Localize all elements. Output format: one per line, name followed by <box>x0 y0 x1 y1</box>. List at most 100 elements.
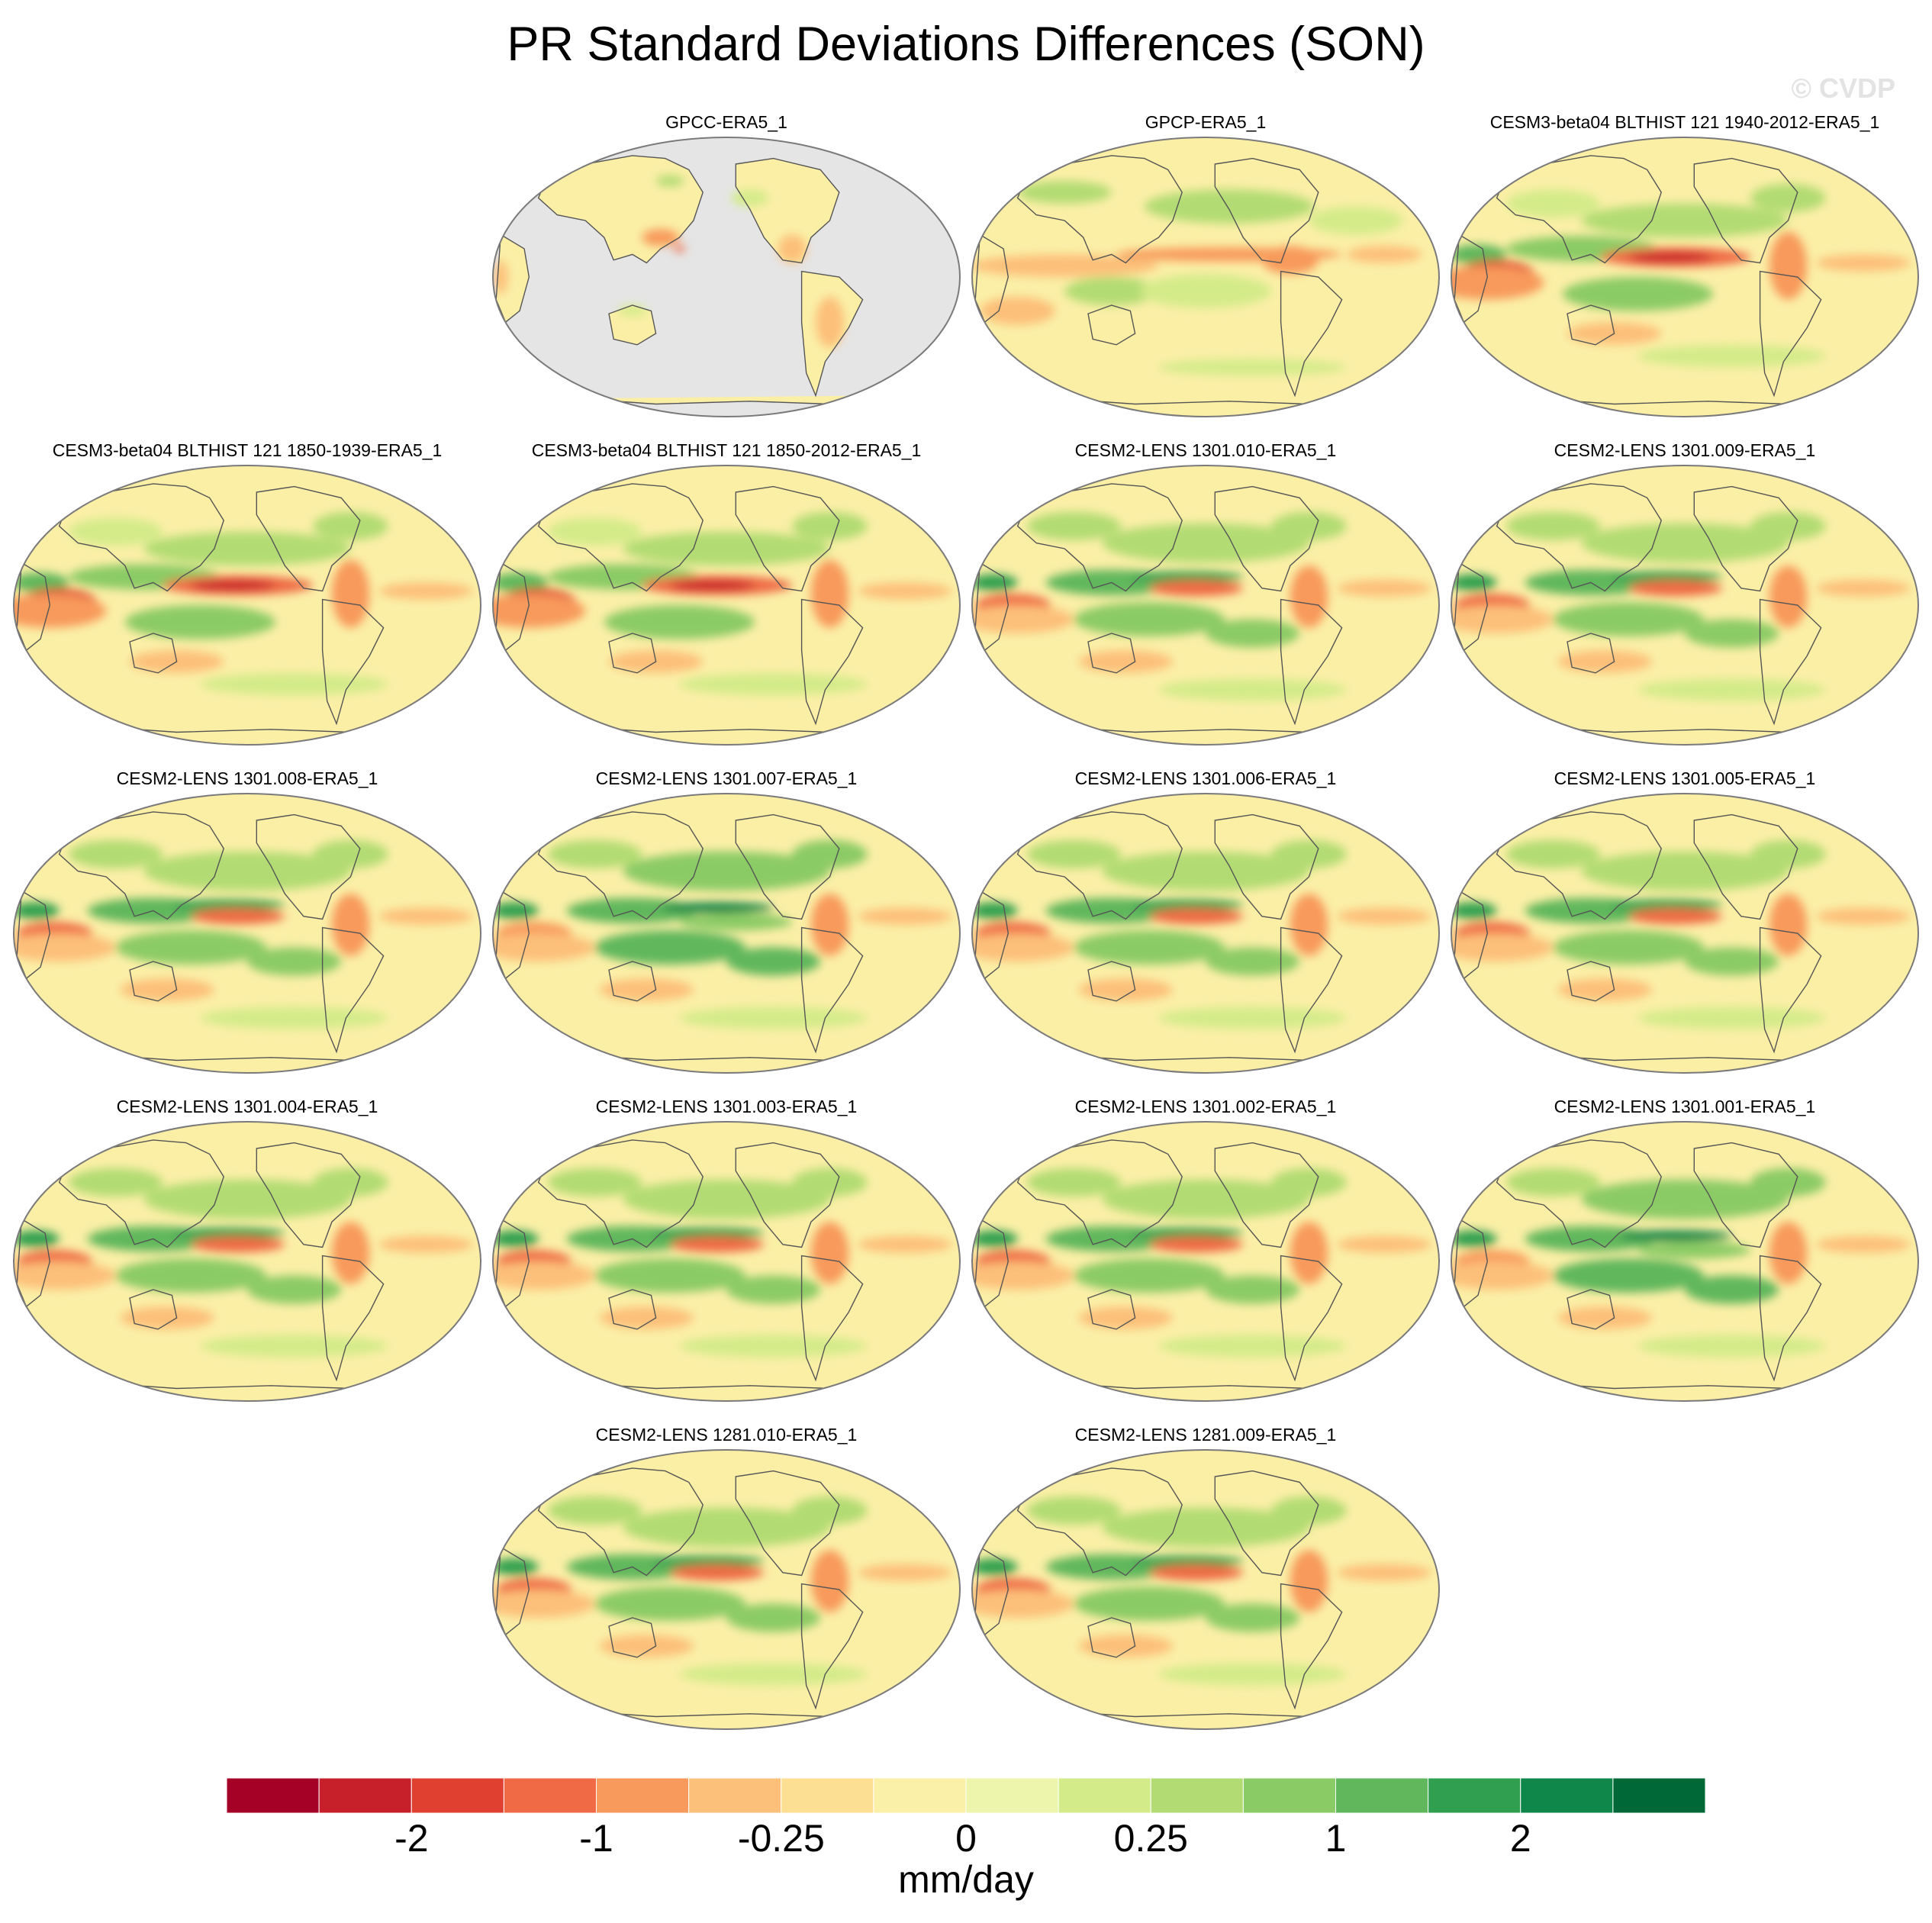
anomaly-blob <box>972 1230 1018 1248</box>
anomaly-blob <box>972 1590 1074 1618</box>
map-panel: CESM3-beta04 BLTHIST 121 1850-1939-ERA5_… <box>12 440 482 748</box>
anomaly-blob <box>1206 619 1300 648</box>
anomaly-blob <box>1637 344 1826 368</box>
anomaly-blob <box>331 559 370 628</box>
anomaly-blob <box>1505 839 1601 868</box>
anomaly-blob <box>191 580 275 591</box>
anomaly-blob <box>1144 189 1314 224</box>
anomaly-blob <box>1628 580 1723 597</box>
coastline-samerica <box>1280 270 1343 398</box>
coastline-samerica <box>1759 598 1822 726</box>
robinson-map <box>492 1121 961 1402</box>
anomaly-blob <box>810 559 849 628</box>
anomaly-blob <box>200 672 388 696</box>
colorbar-box <box>318 1778 412 1813</box>
coastline-namerica <box>1693 813 1798 920</box>
anomaly-blob <box>1685 1275 1779 1304</box>
anomaly-blob <box>1206 1603 1300 1632</box>
map-border <box>971 137 1440 417</box>
anomaly-blob <box>493 902 539 920</box>
colorbar-box <box>688 1778 782 1813</box>
panel-title: CESM2-LENS 1301.004-ERA5_1 <box>116 1097 378 1116</box>
panel-title: CESM2-LENS 1301.010-ERA5_1 <box>1074 440 1337 460</box>
map-border <box>1451 137 1919 417</box>
anomaly-blob <box>1769 231 1808 300</box>
anomaly-blob <box>1206 1275 1300 1304</box>
anomaly-blob <box>1026 1496 1122 1525</box>
anomaly-blob <box>68 517 163 546</box>
anomaly-blob <box>980 296 1055 325</box>
map-panel: CESM2-LENS 1301.009-ERA5_1 <box>1450 440 1920 748</box>
colorbar-box <box>1520 1778 1614 1813</box>
anomaly-blob <box>972 1261 1074 1290</box>
anomaly-blob <box>1149 908 1244 925</box>
map-border <box>971 1449 1440 1730</box>
anomaly-blob <box>792 511 868 540</box>
anomaly-blob <box>810 1222 849 1284</box>
map-panel: CESM2-LENS 1301.005-ERA5_1 <box>1450 768 1920 1076</box>
anomaly-blob <box>1553 602 1704 636</box>
coastline-samerica <box>321 598 385 726</box>
coastline-samerica <box>1759 270 1822 398</box>
anomaly-blob <box>594 1258 745 1293</box>
coastline-namerica <box>1214 157 1319 264</box>
map-panel: GPCP-ERA5_1 <box>971 111 1441 420</box>
coastline-namerica <box>1693 1142 1798 1248</box>
panel-title: CESM2-LENS 1301.008-ERA5_1 <box>116 768 378 788</box>
anomaly-blob <box>1102 1179 1309 1219</box>
coastline-australia <box>1567 633 1615 674</box>
anomaly-blob <box>1637 1335 1826 1358</box>
coastline-namerica <box>256 813 361 920</box>
anomaly-blob <box>679 672 868 696</box>
anomaly-blob <box>792 1496 868 1525</box>
anomaly-blob <box>651 1555 765 1567</box>
figure-title: PR Standard Deviations Differences (SON) <box>507 18 1425 71</box>
colorbar-box <box>965 1778 1059 1813</box>
map-panel: CESM2-LENS 1301.002-ERA5_1 <box>971 1096 1441 1404</box>
anomaly-blob <box>1130 899 1244 911</box>
anomaly-blob <box>1769 565 1808 628</box>
anomaly-blob <box>1750 839 1826 868</box>
anomaly-blob <box>792 1168 868 1197</box>
anomaly-blob <box>120 978 214 1001</box>
robinson-map <box>13 1121 481 1402</box>
anomaly-blob <box>623 1179 830 1219</box>
anomaly-blob <box>1505 1168 1601 1197</box>
anomaly-blob <box>858 1564 952 1581</box>
land-fill-australia <box>609 305 656 345</box>
anomaly-blob <box>1581 203 1789 238</box>
anomaly-blob <box>1553 930 1704 965</box>
anomaly-blob <box>1337 1564 1431 1581</box>
anomaly-blob <box>247 1275 342 1304</box>
anomaly-blob <box>1451 902 1497 920</box>
anomaly-blob <box>1750 511 1826 540</box>
anomaly-blob <box>1609 899 1723 911</box>
anomaly-blob <box>778 234 807 263</box>
anomaly-blob <box>115 1258 266 1293</box>
coastline-samerica <box>1280 598 1343 726</box>
anomaly-blob <box>726 1603 821 1632</box>
anomaly-blob <box>1078 1635 1173 1657</box>
anomaly-blob <box>1581 851 1789 891</box>
map-panel: CESM2-LENS 1301.001-ERA5_1 <box>1450 1096 1920 1404</box>
anomaly-blob <box>1685 947 1779 976</box>
anomaly-blob <box>1271 839 1347 868</box>
panel-title: CESM2-LENS 1281.010-ERA5_1 <box>595 1425 858 1445</box>
anomaly-blob <box>172 1227 285 1239</box>
anomaly-field <box>972 839 1431 1029</box>
map-panel: CESM2-LENS 1301.003-ERA5_1 <box>491 1096 961 1404</box>
coastline-australia <box>1087 1289 1136 1330</box>
anomaly-blob <box>726 1275 821 1304</box>
anomaly-blob <box>1149 580 1244 597</box>
coastline-samerica <box>1280 1583 1343 1710</box>
anomaly-blob <box>1130 571 1244 583</box>
anomaly-blob <box>313 511 388 540</box>
coastline-australia <box>608 633 657 674</box>
anomaly-blob <box>1581 523 1789 563</box>
anomaly-blob <box>1505 511 1601 540</box>
map-panel: CESM2-LENS 1301.010-ERA5_1 <box>971 440 1441 748</box>
colorbar-tick-label: -2 <box>394 1817 429 1860</box>
anomaly-blob <box>1271 1168 1347 1197</box>
coastline-australia <box>1567 1289 1615 1330</box>
anomaly-blob <box>594 1586 745 1621</box>
